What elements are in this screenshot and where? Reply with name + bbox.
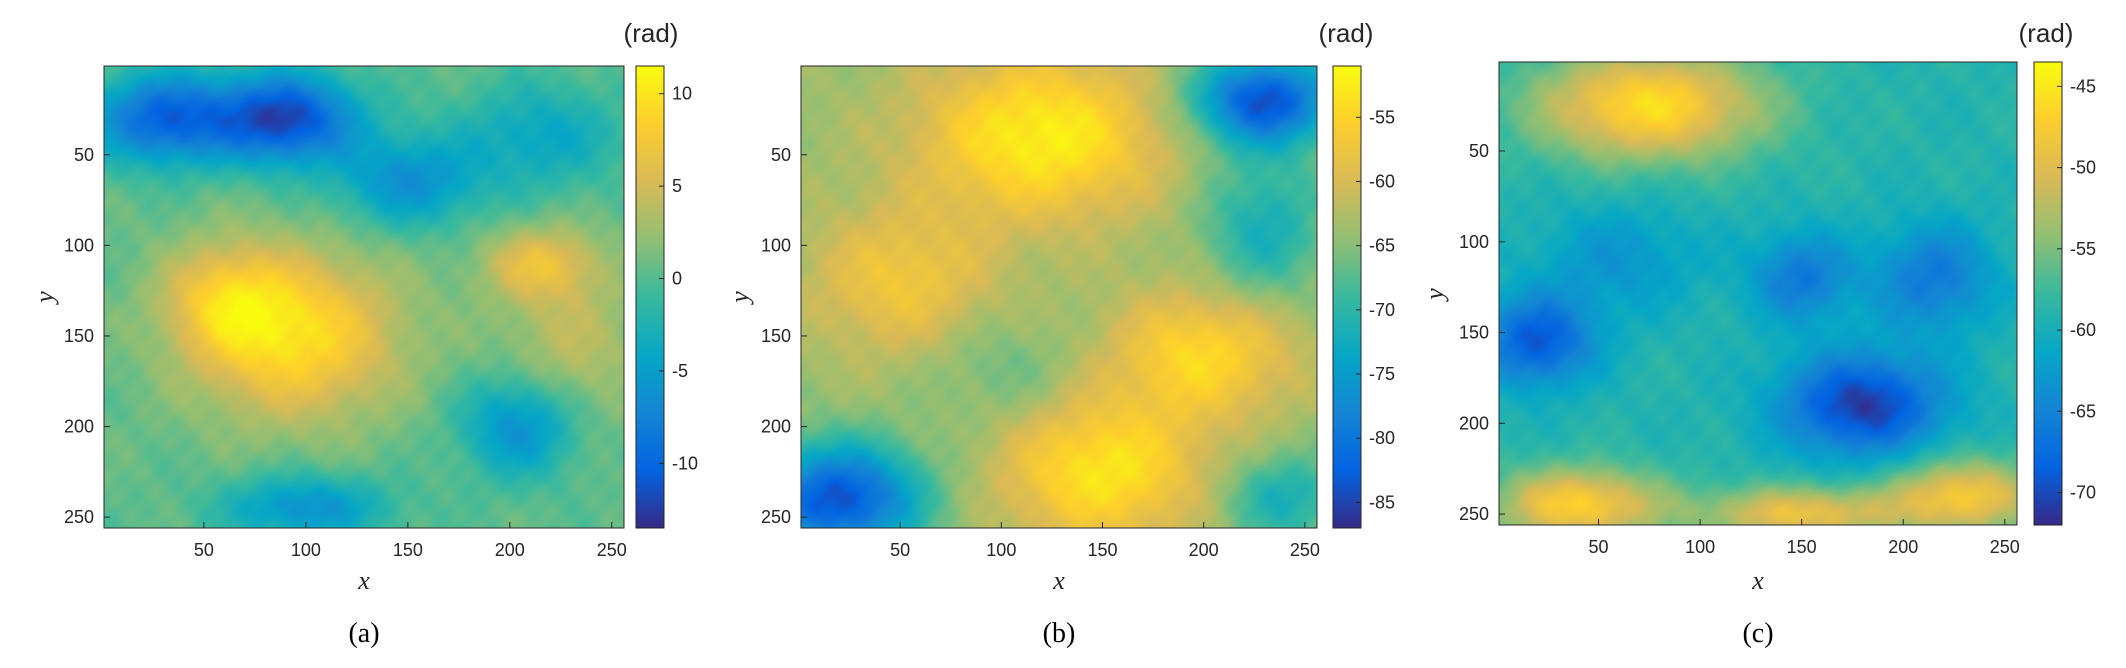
y-tick-label: 150 xyxy=(1459,323,1489,343)
x-tick-label: 200 xyxy=(495,540,525,560)
colorbar-tick-label: 5 xyxy=(672,176,682,196)
colorbar-unit-a: (rad) xyxy=(624,18,679,48)
x-tick-label: 100 xyxy=(291,540,321,560)
colorbar-tick-label: -85 xyxy=(1369,492,1395,512)
x-axis-label-b: x xyxy=(1052,566,1065,595)
y-tick-label: 50 xyxy=(771,145,791,165)
y-tick-label: 250 xyxy=(64,507,94,527)
x-tick-label: 200 xyxy=(1888,537,1918,557)
caption-a: (a) xyxy=(348,618,379,649)
x-tick-label: 50 xyxy=(890,540,910,560)
colorbar-c xyxy=(2033,61,2063,526)
x-tick-label: 250 xyxy=(1990,537,2020,557)
panel-c: 50 100 150 200 250 50 100 150 200 250 x y -45 -50… xyxy=(1420,18,2096,649)
y-ticks-b: 50 100 150 200 250 xyxy=(761,145,807,527)
colorbar-tick-label: -60 xyxy=(1369,172,1395,192)
colorbar-tick-label: -80 xyxy=(1369,428,1395,448)
colorbar-tick-label: -75 xyxy=(1369,364,1395,384)
plot-frame-c xyxy=(1498,61,2018,526)
x-axis-label-a: x xyxy=(357,566,370,595)
caption-b: (b) xyxy=(1043,618,1076,649)
colorbar-tick-label: 0 xyxy=(672,269,682,289)
x-tick-label: 50 xyxy=(194,540,214,560)
heatmap-a xyxy=(104,66,624,528)
caption-c: (c) xyxy=(1742,618,1773,649)
y-axis-label-b: y xyxy=(725,291,754,306)
panel-b: 50 100 150 200 250 50 100 150 200 250 x y -55 -60… xyxy=(725,18,1395,649)
colorbar-ticks-a: 10 5 0 -5 -10 xyxy=(659,84,698,473)
y-tick-label: 200 xyxy=(761,417,791,437)
y-tick-label: 250 xyxy=(761,507,791,527)
colorbar-ticks-b: -55 -60 -65 -70 -75 -80 -85 xyxy=(1356,107,1395,512)
colorbar-tick-label: -5 xyxy=(672,361,688,381)
y-tick-label: 150 xyxy=(64,326,94,346)
y-ticks-a: 50 100 150 200 250 xyxy=(64,145,110,527)
colorbar-unit-c: (rad) xyxy=(2019,18,2074,48)
y-axis-label-a: y xyxy=(30,291,59,306)
colorbar-unit-b: (rad) xyxy=(1319,18,1374,48)
x-tick-label: 150 xyxy=(393,540,423,560)
colorbar-tick-label: 10 xyxy=(672,84,692,104)
x-tick-label: 150 xyxy=(1787,537,1817,557)
x-ticks-c: 50 100 150 200 250 xyxy=(1589,519,2020,557)
y-tick-label: 50 xyxy=(74,145,94,165)
colorbar-tick-label: -45 xyxy=(2070,76,2096,96)
y-tick-label: 100 xyxy=(64,235,94,255)
x-tick-label: 200 xyxy=(1189,540,1219,560)
colorbar-tick-label: -65 xyxy=(1369,236,1395,256)
colorbar-tick-label: -70 xyxy=(2070,483,2096,503)
y-tick-label: 100 xyxy=(761,235,791,255)
colorbar-tick-label: -70 xyxy=(1369,300,1395,320)
colorbar-tick-label: -50 xyxy=(2070,158,2096,178)
y-axis-label-c: y xyxy=(1420,288,1449,303)
x-ticks-a: 50 100 150 200 250 xyxy=(194,522,627,560)
x-tick-label: 50 xyxy=(1589,537,1609,557)
plot-frame-b xyxy=(800,65,1318,529)
y-tick-label: 200 xyxy=(64,417,94,437)
y-ticks-c: 50 100 150 200 250 xyxy=(1459,141,1505,524)
x-ticks-b: 50 100 150 200 250 xyxy=(890,522,1320,560)
y-tick-label: 50 xyxy=(1469,141,1489,161)
y-tick-label: 150 xyxy=(761,326,791,346)
x-tick-label: 100 xyxy=(1685,537,1715,557)
colorbar-tick-label: -55 xyxy=(2070,239,2096,259)
x-tick-label: 100 xyxy=(986,540,1016,560)
x-tick-label: 250 xyxy=(597,540,627,560)
y-tick-label: 250 xyxy=(1459,504,1489,524)
heatmap-c xyxy=(1499,62,2017,525)
colorbar-tick-label: -65 xyxy=(2070,401,2096,421)
y-tick-label: 200 xyxy=(1459,413,1489,433)
colorbar-tick-label: -10 xyxy=(672,453,698,473)
x-tick-label: 150 xyxy=(1087,540,1117,560)
colorbar-tick-label: -55 xyxy=(1369,107,1395,127)
y-tick-label: 100 xyxy=(1459,232,1489,252)
heatmap-b xyxy=(801,66,1317,528)
colorbar-ticks-c: -45 -50 -55 -60 -65 -70 xyxy=(2057,76,2096,503)
colorbar-a xyxy=(635,65,665,529)
colorbar-tick-label: -60 xyxy=(2070,320,2096,340)
colorbar-b xyxy=(1332,65,1362,529)
x-axis-label-c: x xyxy=(1751,566,1764,595)
x-tick-label: 250 xyxy=(1290,540,1320,560)
plot-frame-a xyxy=(103,65,625,529)
